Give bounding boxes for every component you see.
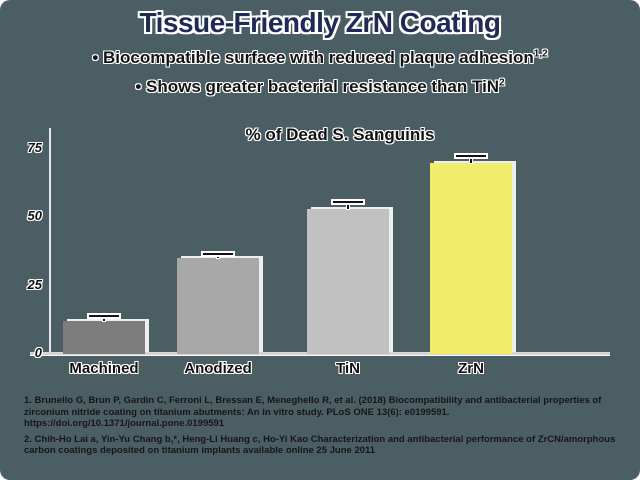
bullet-biocompatible: • Biocompatible surface with reduced pla… bbox=[0, 48, 640, 68]
bullet-dot: • bbox=[92, 48, 99, 67]
error-bar-cap bbox=[456, 155, 486, 157]
bar-tin bbox=[307, 209, 389, 354]
error-bar-stem bbox=[217, 254, 219, 258]
bullet-text: Shows greater bacterial resistance than … bbox=[146, 77, 500, 96]
bullet-text: Biocompatible surface with reduced plaqu… bbox=[103, 48, 534, 67]
y-tick-label: 0 bbox=[34, 345, 42, 360]
chart-title: % of Dead S. Sanguinis bbox=[245, 125, 435, 144]
y-axis-line bbox=[49, 128, 51, 354]
bullet-superscript: 2 bbox=[499, 77, 505, 89]
x-axis-label-zrn: ZrN bbox=[458, 360, 484, 377]
x-axis-label-anodized: Anodized bbox=[184, 360, 252, 377]
x-axis-label-tin: TiN bbox=[336, 360, 360, 377]
bar-zrn bbox=[430, 163, 512, 354]
bullet-bacterial-resistance: • Shows greater bacterial resistance tha… bbox=[0, 77, 640, 97]
error-bar-cap bbox=[89, 315, 119, 317]
x-axis-line bbox=[30, 352, 610, 356]
x-axis-label-machined: Machined bbox=[69, 360, 139, 377]
footnote-reference-1: 1. Brunello G, Brun P, Gardin C, Ferroni… bbox=[24, 395, 602, 429]
footnotes: 1. Brunello G, Brun P, Gardin C, Ferroni… bbox=[24, 395, 628, 461]
y-tick-label: 50 bbox=[27, 208, 42, 224]
footnote-reference-2: 2. Chih-Ho Lai a, Yin-Yu Chang b,*, Heng… bbox=[24, 433, 616, 457]
error-bar-stem bbox=[470, 156, 472, 163]
error-bar-cap bbox=[333, 201, 363, 203]
bullet-superscript: 1,2 bbox=[533, 48, 548, 60]
y-tick-label: 25 bbox=[27, 276, 42, 292]
bar-machined bbox=[63, 321, 145, 354]
error-bar-stem bbox=[103, 316, 105, 321]
bar-chart-plot-area: 0 25 50 75 Machined Anodized TiN ZrN bbox=[28, 130, 610, 377]
page-title: Tissue-Friendly ZrN Coating bbox=[139, 7, 501, 38]
y-tick-label: 75 bbox=[27, 140, 42, 156]
bullet-dot: • bbox=[135, 77, 142, 96]
error-bar-cap bbox=[203, 253, 233, 255]
error-bar-stem bbox=[347, 202, 349, 209]
bar-anodized bbox=[177, 258, 259, 354]
